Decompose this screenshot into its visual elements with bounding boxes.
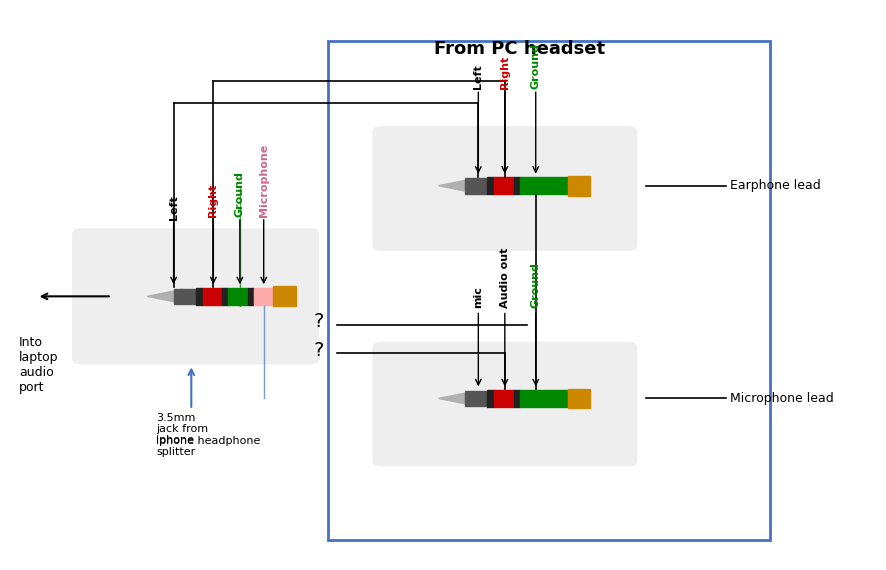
Text: 3.5mm
jack from
iphone headphone
splitter: 3.5mm jack from iphone headphone splitte…: [156, 413, 260, 458]
Bar: [520, 390, 569, 407]
Bar: [328, 41, 770, 540]
Text: Left: Left: [168, 195, 179, 220]
Bar: [274, 286, 296, 306]
FancyBboxPatch shape: [72, 228, 319, 364]
Text: iphone: iphone: [156, 435, 194, 445]
Bar: [196, 288, 203, 305]
Text: Microphone lead: Microphone lead: [730, 392, 834, 405]
Bar: [465, 390, 487, 406]
Text: Earphone lead: Earphone lead: [730, 179, 820, 192]
Bar: [494, 177, 514, 194]
Bar: [569, 176, 590, 196]
Text: Right: Right: [500, 56, 509, 89]
Text: ?: ?: [314, 312, 323, 331]
Text: Into
laptop
audio
port: Into laptop audio port: [19, 336, 58, 394]
FancyBboxPatch shape: [372, 342, 637, 466]
Bar: [520, 177, 569, 194]
Bar: [487, 177, 494, 194]
Bar: [229, 288, 248, 305]
Bar: [569, 389, 590, 408]
Bar: [203, 288, 222, 305]
Bar: [222, 288, 229, 305]
Polygon shape: [147, 289, 183, 303]
Text: Ground: Ground: [531, 43, 540, 89]
Text: Left: Left: [473, 64, 484, 89]
Text: Microphone: Microphone: [259, 144, 268, 217]
Text: Ground: Ground: [531, 262, 540, 308]
Text: mic: mic: [473, 286, 484, 308]
Bar: [514, 390, 520, 407]
Text: Audio out: Audio out: [500, 247, 509, 308]
Text: From PC headset: From PC headset: [434, 40, 605, 58]
Bar: [514, 177, 520, 194]
Text: Right: Right: [208, 184, 218, 217]
FancyBboxPatch shape: [372, 126, 637, 251]
Bar: [254, 288, 274, 305]
Bar: [465, 178, 487, 194]
Polygon shape: [439, 178, 474, 193]
Bar: [248, 288, 254, 305]
Text: ?: ?: [314, 341, 323, 360]
Bar: [174, 288, 196, 304]
Bar: [494, 390, 514, 407]
Bar: [487, 390, 494, 407]
Polygon shape: [439, 392, 474, 405]
Text: Ground: Ground: [235, 171, 245, 217]
